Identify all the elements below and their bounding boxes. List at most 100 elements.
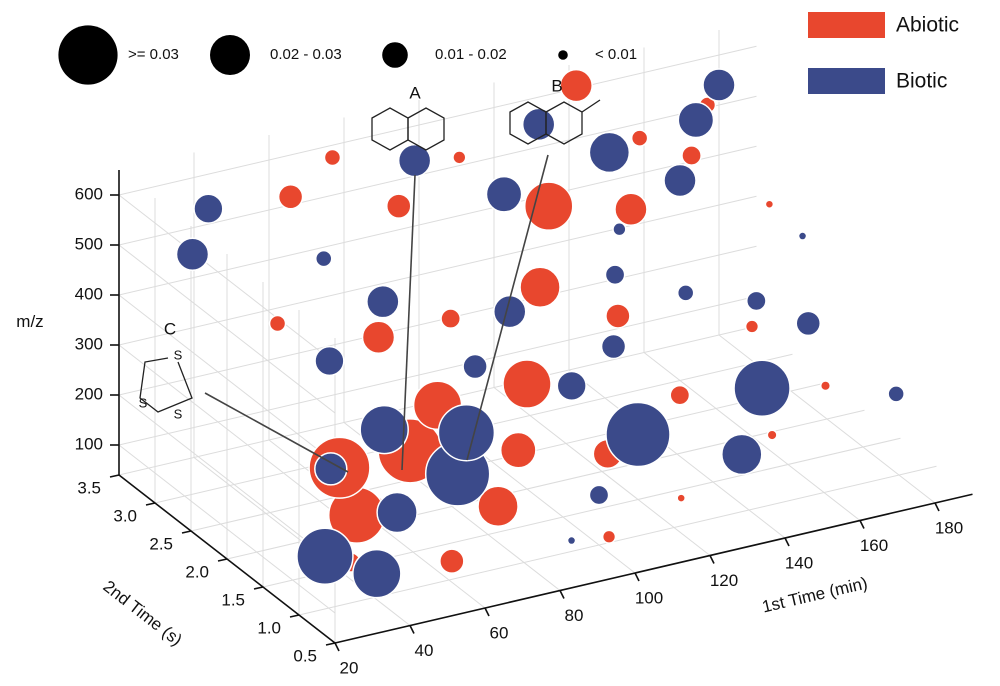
bubble <box>462 353 488 380</box>
bubble <box>366 284 400 319</box>
bubble <box>677 101 715 139</box>
x-tick <box>709 555 715 564</box>
bubble <box>499 431 537 469</box>
grid-line <box>118 344 336 514</box>
bubble <box>733 359 791 418</box>
annotation-label: C <box>164 319 176 338</box>
leader-line <box>204 392 349 473</box>
y-tick-label: 1.0 <box>257 618 281 637</box>
bubble <box>493 294 527 329</box>
bubble <box>566 535 577 546</box>
bubble <box>887 385 905 403</box>
x-tick-label: 60 <box>490 623 509 642</box>
x-tick-label: 140 <box>785 553 813 572</box>
y-tick <box>217 558 228 562</box>
bubble <box>605 401 671 468</box>
x-tick <box>934 502 940 512</box>
bubble <box>277 184 304 210</box>
x-tick-label: 180 <box>935 518 963 537</box>
size-legend-marker <box>382 42 408 68</box>
bubble <box>314 345 345 377</box>
bubble <box>797 231 808 241</box>
bubble <box>175 237 210 271</box>
x-axis-label: 1st Time (min) <box>760 574 869 617</box>
bubble <box>676 284 695 302</box>
y-tick-label: 2.0 <box>185 562 209 581</box>
bubble <box>268 314 287 333</box>
y-tick-label: 1.5 <box>221 590 245 609</box>
bubble <box>437 403 496 462</box>
legend-label: Abiotic <box>896 14 959 37</box>
bubble <box>519 266 561 309</box>
grid-line <box>118 244 336 414</box>
bubble <box>477 485 519 528</box>
y-tick-label: 3.5 <box>77 478 101 497</box>
bubble <box>721 433 763 476</box>
bubble <box>359 404 409 455</box>
bubble <box>681 145 702 166</box>
y-axis-label: 2nd Time (s) <box>100 577 186 650</box>
y-tick-label: 3.0 <box>113 506 137 525</box>
atom: S <box>174 347 183 362</box>
size-legend-label: 0.01 - 0.02 <box>435 46 507 63</box>
bubble <box>323 148 342 167</box>
grid-line <box>118 195 757 346</box>
bubble <box>702 68 736 102</box>
y-tick <box>253 586 264 590</box>
bubble <box>485 175 523 213</box>
z-tick-label: 500 <box>75 234 103 253</box>
annotation-a: A <box>371 83 445 471</box>
y-tick <box>289 614 300 618</box>
ring <box>545 101 583 145</box>
legend-label: Biotic <box>896 70 947 93</box>
y-tick <box>181 530 192 534</box>
y-tick <box>145 502 156 506</box>
grid-line <box>118 45 757 196</box>
bubble <box>556 370 587 402</box>
annotation-b: B <box>466 76 601 461</box>
ring <box>407 107 445 151</box>
bubble <box>764 199 775 209</box>
bubble <box>744 319 760 334</box>
bubble <box>193 193 224 224</box>
atom: S <box>174 406 183 421</box>
x-tick <box>409 625 415 634</box>
leader-line <box>466 154 549 461</box>
size-legend-marker <box>58 25 118 85</box>
grid-line <box>118 294 336 464</box>
bubble <box>669 384 691 406</box>
ring <box>139 357 193 413</box>
bubble <box>314 452 348 486</box>
bubble <box>502 359 552 409</box>
x-tick <box>634 572 640 582</box>
bubble <box>600 333 627 360</box>
bubble <box>315 249 333 268</box>
bubble <box>605 303 631 329</box>
grid-line <box>118 194 336 364</box>
z-tick-label: 400 <box>75 284 103 303</box>
bubble <box>795 310 821 337</box>
x-tick <box>484 607 490 617</box>
legend-swatch <box>808 12 885 38</box>
bubble <box>376 491 418 534</box>
bubble <box>452 150 467 165</box>
z-tick-label: 200 <box>75 384 103 403</box>
methyl <box>581 99 601 113</box>
size-legend-marker <box>210 35 250 75</box>
x-tick <box>859 520 865 529</box>
bubble <box>559 68 593 103</box>
bubble <box>296 527 354 585</box>
x-tick-label: 160 <box>860 536 888 555</box>
y-tick-label: 0.5 <box>293 646 317 665</box>
legend-swatch <box>808 68 885 94</box>
bubble <box>601 529 617 544</box>
bubble <box>604 264 626 286</box>
y-tick-label: 2.5 <box>149 534 173 553</box>
x-tick-label: 40 <box>415 641 434 660</box>
grid-line <box>118 95 757 246</box>
bubbles <box>175 68 905 599</box>
bubble <box>588 484 610 506</box>
grid-line <box>118 394 336 564</box>
grid-line <box>298 465 937 616</box>
